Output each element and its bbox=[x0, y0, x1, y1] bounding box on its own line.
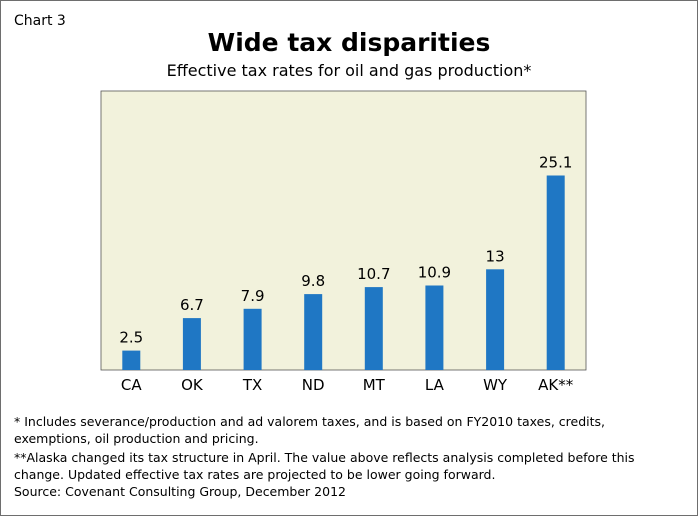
data-label: 9.8 bbox=[301, 272, 325, 290]
bar-ak bbox=[546, 175, 565, 370]
data-label: 25.1 bbox=[539, 154, 572, 172]
x-tick-label: OK bbox=[181, 376, 204, 394]
x-tick-label: MT bbox=[363, 376, 386, 394]
footnote-1: * Includes severance/production and ad v… bbox=[14, 414, 606, 446]
bar-mt bbox=[364, 287, 383, 370]
bar-la bbox=[425, 285, 444, 370]
bar-ok bbox=[182, 318, 201, 370]
data-label: 6.7 bbox=[180, 296, 204, 314]
chart-subtitle: Effective tax rates for oil and gas prod… bbox=[166, 61, 532, 80]
data-label: 10.9 bbox=[418, 264, 451, 282]
source-note: Source: Covenant Consulting Group, Decem… bbox=[14, 484, 346, 499]
chart-title: Wide tax disparities bbox=[207, 28, 491, 57]
chart-number-label: Chart 3 bbox=[14, 13, 66, 29]
bar-tx bbox=[243, 308, 262, 370]
data-label: 2.5 bbox=[119, 329, 143, 347]
x-tick-label: CA bbox=[121, 376, 142, 394]
data-label: 13 bbox=[486, 247, 505, 265]
x-tick-label: TX bbox=[242, 376, 262, 394]
x-tick-label: ND bbox=[302, 376, 325, 394]
data-label: 10.7 bbox=[357, 265, 390, 283]
bar-chart: 2.5 CA 6.7 OK 7.9 TX 9.8 ND 10.7 MT 10.9 LA 13 WY 25.1… bbox=[100, 90, 587, 394]
bar-ca bbox=[122, 350, 141, 370]
plot-area bbox=[100, 90, 587, 371]
data-label: 7.9 bbox=[241, 287, 265, 305]
x-tick-label: LA bbox=[425, 376, 445, 394]
bar-nd bbox=[304, 294, 323, 371]
x-tick-label: AK** bbox=[538, 376, 574, 394]
bar-wy bbox=[486, 269, 505, 371]
x-tick-label: WY bbox=[483, 376, 508, 394]
footnote-2: **Alaska changed its tax structure in Ap… bbox=[14, 450, 635, 482]
footnotes: * Includes severance/production and ad v… bbox=[14, 413, 684, 500]
